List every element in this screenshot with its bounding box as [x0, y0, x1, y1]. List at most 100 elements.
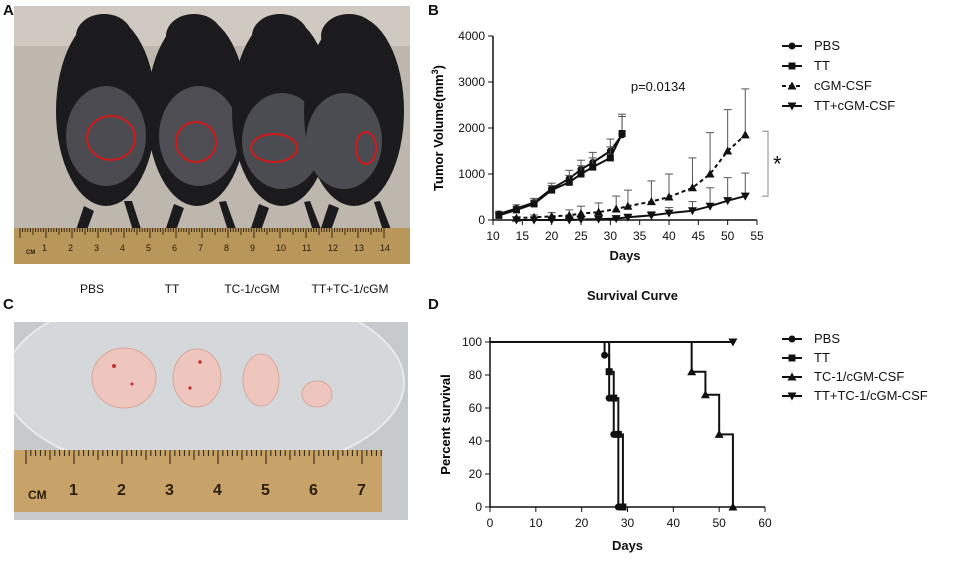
group-label-tt-tc1-cgm: TT+TC-1/cGM — [311, 282, 389, 296]
series-line — [498, 134, 623, 215]
chart-survival: Survival Curve 0 10 20 30 40 50 60 0 20 40 60 80 100 D… — [438, 288, 928, 553]
photo-mice: CM 1 2 3 4 5 6 7 8 9 10 11 12 13 14 — [14, 6, 410, 264]
data-point — [611, 215, 621, 224]
data-point — [577, 170, 585, 178]
legend-marker — [788, 354, 796, 362]
legend-label: TT+cGM-CSF — [814, 98, 895, 113]
data-point — [495, 211, 503, 219]
legend-label: PBS — [814, 331, 840, 346]
ruler-a-number: 1 — [42, 243, 48, 253]
tumor-circle-tt — [175, 121, 217, 163]
data-point — [594, 207, 604, 216]
y-tick-label: 0 — [475, 500, 482, 514]
x-tick-label: 30 — [604, 229, 618, 243]
data-point — [705, 169, 715, 178]
x-tick-label: 15 — [516, 229, 530, 243]
data-point — [530, 200, 538, 208]
y-tick-label: 60 — [469, 401, 483, 415]
panel-letter-a: A — [3, 2, 14, 19]
legend-marker — [787, 392, 797, 401]
chart-tumor-volume: 10 15 20 25 30 35 40 45 50 55 0 1000 2000 3000 4000 Day… — [430, 29, 895, 263]
tumor-circle-tt-tc1-cgm — [355, 131, 377, 165]
x-tick-label: 55 — [750, 229, 764, 243]
data-point — [618, 130, 626, 138]
data-point — [547, 216, 557, 225]
legend-marker — [787, 81, 797, 90]
ruler-a-number: 2 — [68, 243, 74, 253]
data-point — [611, 204, 621, 213]
y-tick-label: 0 — [478, 213, 485, 227]
data-point — [511, 216, 521, 225]
data-point — [646, 197, 656, 206]
x-tick-label: 35 — [633, 229, 647, 243]
panel-letter-c: C — [3, 296, 14, 313]
ruler-c-number: 7 — [357, 482, 366, 499]
panel-letter-b: B — [428, 2, 439, 19]
legend-marker — [788, 62, 796, 70]
significance-bracket — [762, 130, 769, 197]
ruler-a-number: 11 — [302, 243, 312, 253]
data-point — [548, 186, 556, 194]
series-line — [516, 195, 746, 221]
legend-marker — [787, 102, 797, 111]
ruler-a-number: 4 — [120, 243, 126, 253]
data-point — [646, 211, 656, 220]
y-tick-label: 20 — [469, 467, 483, 481]
x-tick-label: 45 — [692, 229, 706, 243]
ruler-a — [14, 228, 410, 264]
ruler-c — [14, 450, 382, 512]
legend-label: TC-1/cGM-CSF — [814, 369, 904, 384]
x-axis-label: Days — [609, 248, 640, 263]
data-point — [564, 216, 574, 225]
y-tick-label: 100 — [462, 335, 482, 349]
data-point — [614, 430, 622, 438]
photo-tumors: CM 1 2 3 4 5 6 7 — [14, 322, 408, 520]
ruler-c-number: 1 — [69, 482, 78, 499]
significance-star: * — [773, 152, 782, 177]
data-point — [723, 197, 733, 206]
x-tick-label: 25 — [574, 229, 588, 243]
x-tick-label: 50 — [712, 516, 726, 530]
legend-label: TT — [814, 58, 830, 73]
series-line — [498, 133, 623, 217]
legend-label: TT+TC-1/cGM-CSF — [814, 388, 928, 403]
tumor-tc1-cgm — [242, 353, 280, 407]
x-axis-label: Days — [612, 538, 643, 553]
data-point — [529, 216, 539, 225]
y-axis-label: Tumor Volume(mm3) — [430, 65, 446, 191]
ruler-a-number: 9 — [250, 243, 256, 253]
data-point — [687, 367, 697, 376]
ruler-a-number: 14 — [380, 243, 391, 253]
x-tick-label: 60 — [758, 516, 772, 530]
p-value-annotation: p=0.0134 — [631, 79, 686, 94]
y-tick-label: 40 — [469, 434, 483, 448]
x-tick-label: 50 — [721, 229, 735, 243]
mouse-4 — [304, 14, 404, 236]
data-point — [723, 146, 733, 155]
data-point — [728, 502, 738, 511]
tumor-pbs — [91, 347, 157, 409]
ruler-a-number: 5 — [146, 243, 152, 253]
x-tick-label: 40 — [662, 229, 676, 243]
data-point — [687, 207, 697, 216]
ruler-a-number: 8 — [224, 243, 230, 253]
legend-label: cGM-CSF — [814, 78, 872, 93]
data-point — [589, 163, 597, 171]
y-tick-label: 2000 — [458, 121, 485, 135]
tumor-tt — [172, 348, 222, 408]
y-tick-label: 4000 — [458, 29, 485, 43]
data-point — [594, 215, 604, 224]
group-label-tt: TT — [164, 282, 180, 296]
data-point — [605, 368, 613, 376]
panel-letter-d: D — [428, 296, 439, 313]
ruler-c-number: 4 — [213, 482, 222, 499]
ruler-a-number: 7 — [198, 243, 204, 253]
data-point — [700, 390, 710, 399]
ruler-a-number: 13 — [354, 243, 365, 253]
x-tick-label: 20 — [575, 516, 589, 530]
data-point — [610, 394, 618, 402]
survival-step-line — [490, 341, 624, 507]
tumor-circle-pbs — [86, 115, 136, 161]
y-axis-label: Percent survival — [438, 374, 453, 474]
data-point — [714, 429, 724, 438]
